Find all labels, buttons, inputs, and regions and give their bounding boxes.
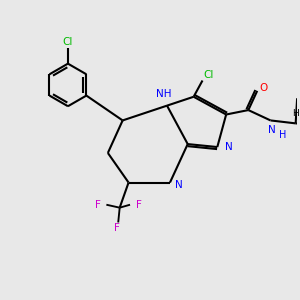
Text: F: F: [136, 200, 142, 210]
Text: N: N: [175, 181, 183, 190]
Text: F: F: [114, 224, 120, 233]
Text: Cl: Cl: [203, 70, 214, 80]
Text: N: N: [268, 125, 276, 135]
Text: N: N: [225, 142, 233, 152]
Text: H: H: [279, 130, 286, 140]
Text: F: F: [94, 200, 100, 210]
Text: H: H: [292, 109, 299, 118]
Text: Cl: Cl: [63, 37, 73, 47]
Text: NH: NH: [156, 89, 172, 99]
Text: O: O: [259, 83, 267, 93]
